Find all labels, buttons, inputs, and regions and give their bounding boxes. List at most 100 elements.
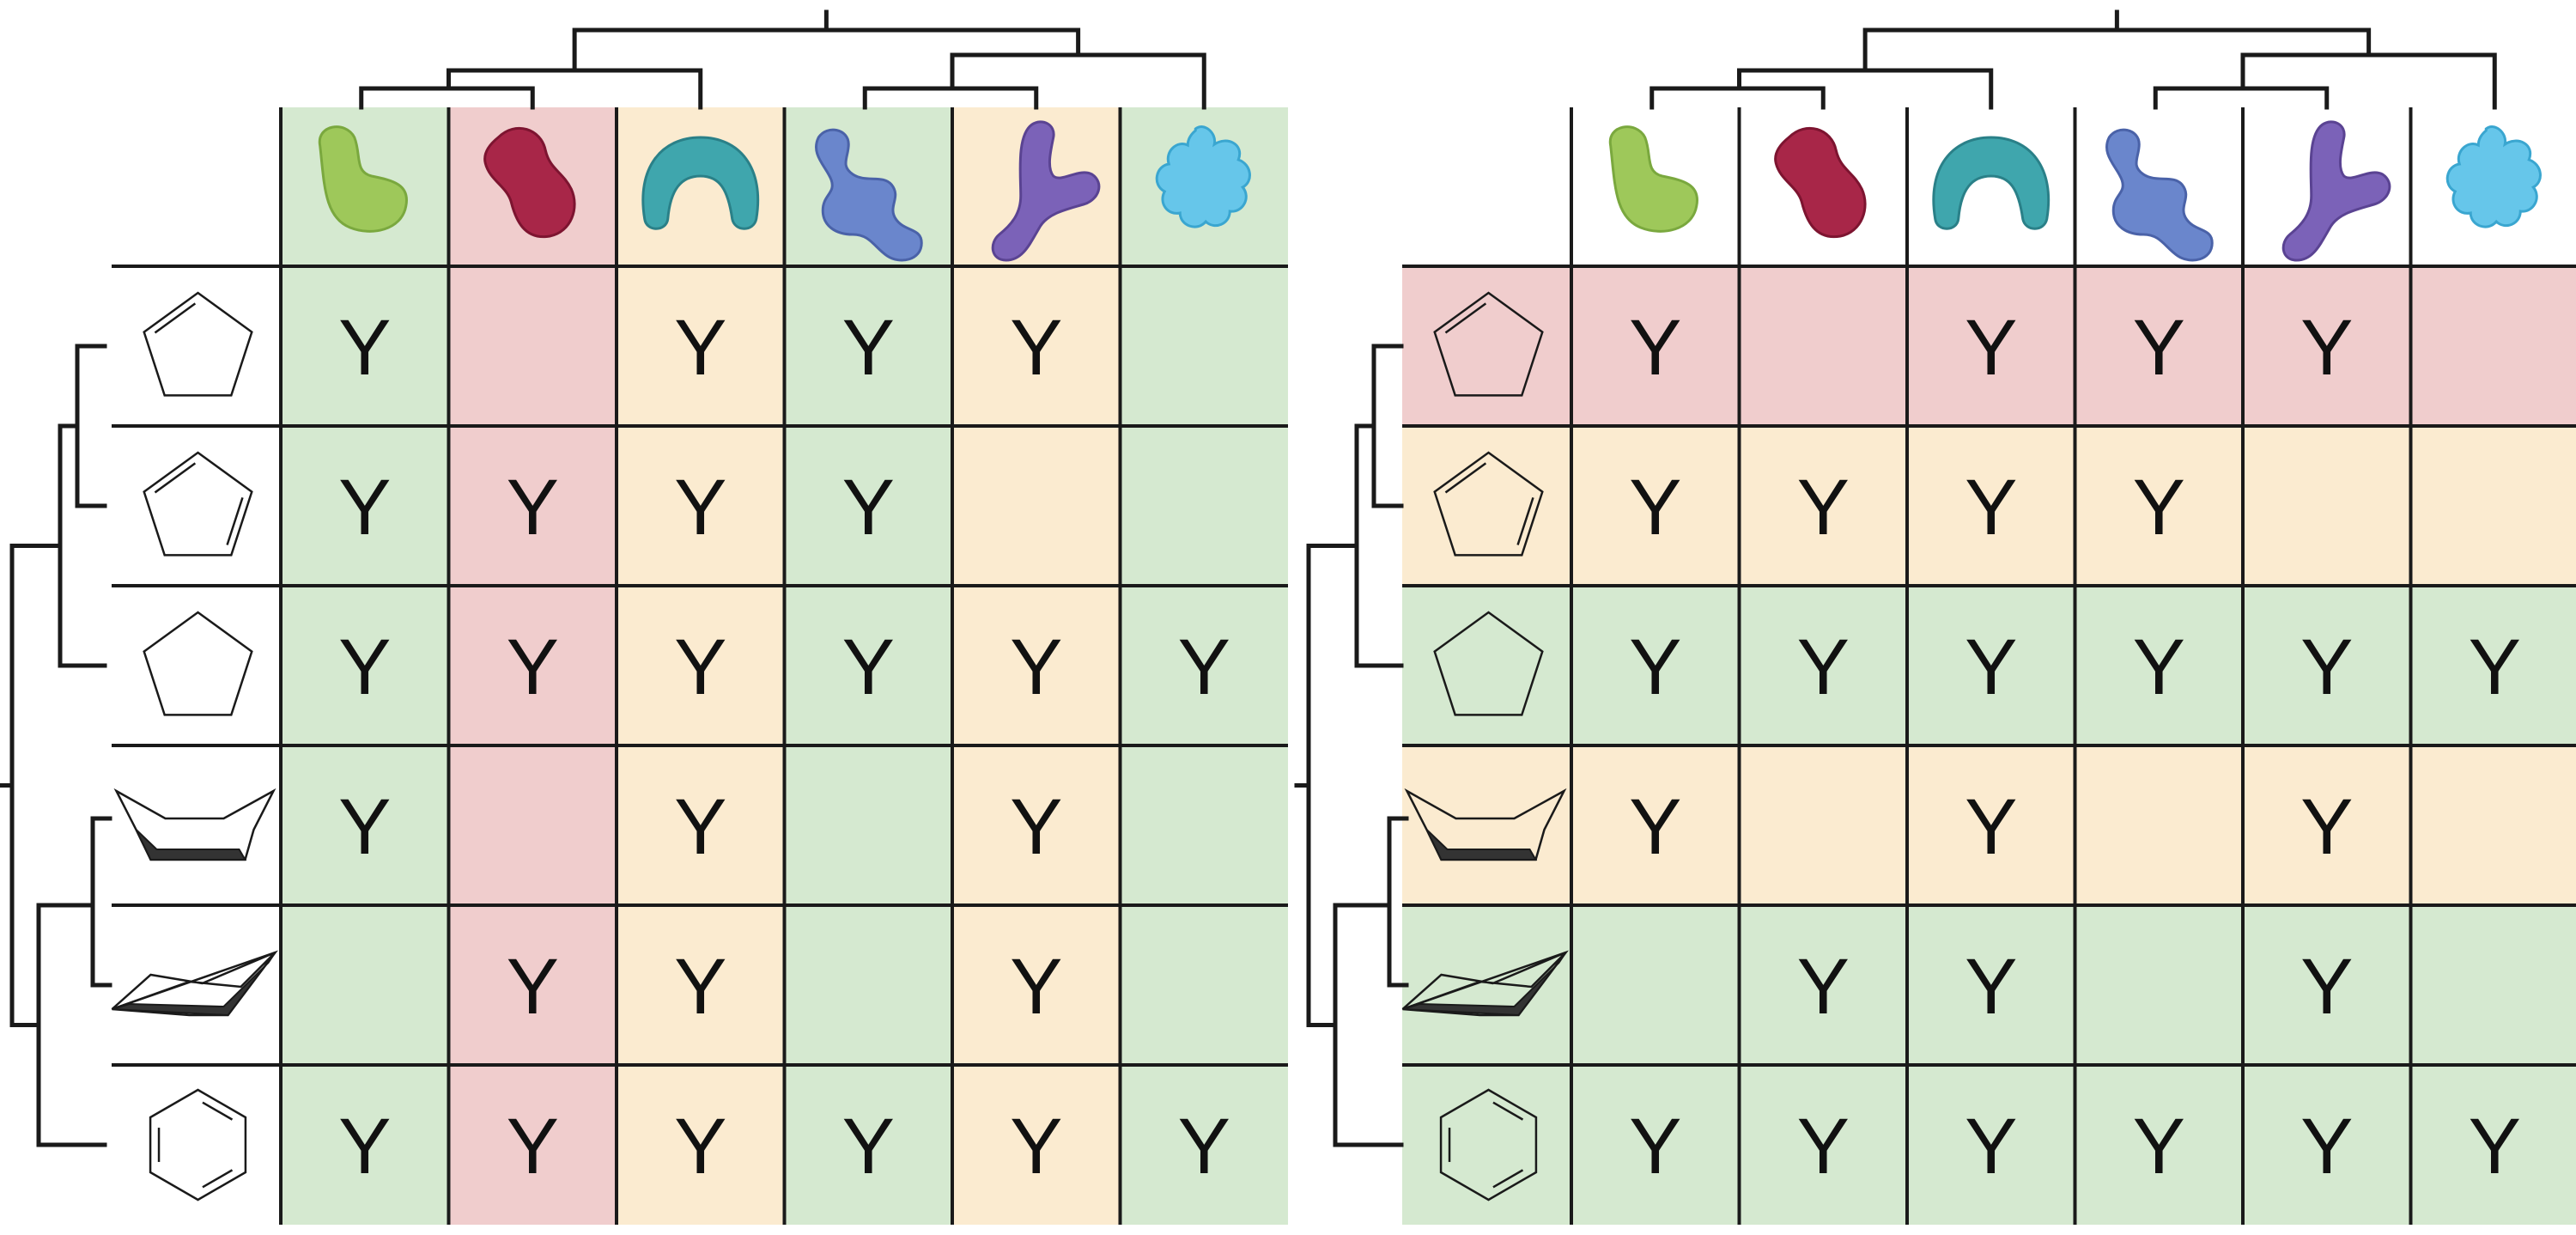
green-kidney-protein-icon (1610, 127, 1697, 232)
binding-mark: Y (338, 783, 391, 871)
binding-mark: Y (507, 464, 559, 551)
binding-mark: Y (1965, 304, 2017, 392)
blue-chain-protein-icon (2106, 130, 2212, 260)
binding-mark: Y (842, 464, 895, 551)
binding-mark: Y (338, 1103, 391, 1190)
dendro-branch (361, 88, 533, 107)
right-panel: Y Y Y YY Y Y YY Y Y Y Y YY Y YY Y YY Y Y Y Y Y (1297, 12, 2576, 1225)
protein-blob-body (1610, 127, 1697, 232)
binding-mark: Y (338, 624, 391, 711)
binding-mark: Y (1965, 464, 2017, 551)
binding-mark: Y (2133, 624, 2185, 711)
ring-outline (144, 293, 252, 395)
binding-mark: Y (2133, 464, 2185, 551)
dendro-branch (2243, 55, 2494, 107)
left-panel: Y Y Y YY Y Y YY Y Y Y Y YY Y YY Y YY Y Y Y Y Y (0, 12, 1288, 1225)
dendro-branch (93, 818, 110, 985)
cyclohexane-chair-icon (112, 952, 276, 1015)
dendro-branch (1374, 346, 1401, 506)
binding-mark: Y (674, 464, 726, 551)
dendro-branch (2155, 88, 2327, 107)
double-bond (155, 303, 195, 332)
cyclopentadiene-icon (144, 453, 252, 555)
ring-outline (144, 612, 252, 715)
binding-mark: Y (674, 1103, 726, 1190)
binding-mark: Y (1797, 464, 1850, 551)
binding-mark: Y (1178, 624, 1230, 711)
binding-mark: Y (2133, 304, 2185, 392)
binding-mark: Y (2300, 783, 2353, 871)
protein-blob-body (2283, 122, 2390, 260)
purple-y-protein-icon (2283, 122, 2390, 260)
cyclohexane-boat-icon (117, 791, 274, 860)
binding-mark: Y (1010, 304, 1062, 392)
binding-mark: Y (674, 624, 726, 711)
binding-mark: Y (1629, 1103, 1681, 1190)
binding-mark: Y (2300, 943, 2353, 1031)
double-bond (155, 463, 195, 492)
binding-mark: Y (1010, 943, 1062, 1031)
binding-mark: Y (1010, 624, 1062, 711)
binding-mark: Y (1629, 624, 1681, 711)
binding-mark: Y (338, 464, 391, 551)
binding-mark: Y (1629, 783, 1681, 871)
binding-mark: Y (1010, 783, 1062, 871)
binding-mark: Y (2469, 624, 2521, 711)
ligand-dendrogram (0, 346, 110, 1145)
protein-blob-body (2106, 130, 2212, 260)
light-blue-leaf-protein-icon (2447, 127, 2540, 228)
dendro-branch (1865, 30, 2369, 70)
binding-mark: Y (1178, 1103, 1230, 1190)
dendro-branch (77, 346, 105, 506)
cyclopentene-icon (144, 293, 252, 395)
dendro-branch (1357, 426, 1401, 666)
binding-mark: Y (2300, 624, 2353, 711)
boat-front-edge (137, 830, 246, 860)
protein-blob-body (2447, 127, 2540, 228)
binding-mark: Y (1797, 1103, 1850, 1190)
binding-mark: Y (1965, 624, 2017, 711)
ring-outline (144, 453, 252, 555)
binding-mark: Y (1965, 1103, 2017, 1190)
binding-mark: Y (842, 304, 895, 392)
dendro-branch (60, 426, 105, 666)
binding-mark: Y (507, 624, 559, 711)
dendro-branch (865, 88, 1036, 107)
dendro-branch (1652, 88, 1824, 107)
crimson-blob-protein-icon (1776, 128, 1865, 236)
binding-mark: Y (1629, 464, 1681, 551)
binding-mark: Y (2469, 1103, 2521, 1190)
double-bond (203, 1170, 233, 1187)
binding-mark: Y (674, 304, 726, 392)
binding-mark: Y (1797, 624, 1850, 711)
binding-mark: Y (1010, 1103, 1062, 1190)
dendro-branch (1309, 546, 1357, 1025)
binding-mark: Y (842, 624, 895, 711)
teal-horseshoe-protein-icon (1934, 137, 2049, 228)
binding-mark: Y (842, 1103, 895, 1190)
binding-mark: Y (2133, 1103, 2185, 1190)
ligand-dendrogram (1297, 346, 1406, 1145)
protein-blob-body (1934, 137, 2049, 228)
binding-mark: Y (2300, 304, 2353, 392)
double-bond (203, 1103, 233, 1120)
binding-mark: Y (338, 304, 391, 392)
dendro-branch (574, 30, 1078, 70)
binding-mark: Y (1629, 304, 1681, 392)
protein-blob-body (1776, 128, 1865, 236)
binding-mark: Y (1797, 943, 1850, 1031)
double-bond (228, 497, 243, 544)
protein-dendrogram (361, 12, 1205, 107)
cyclopentane-icon (144, 612, 252, 715)
benzene-icon (150, 1090, 246, 1200)
binding-mark: Y (674, 943, 726, 1031)
dendro-branch (952, 55, 1204, 107)
binding-mark: Y (507, 943, 559, 1031)
binding-mark: Y (674, 783, 726, 871)
binding-mark: Y (2300, 1103, 2353, 1190)
ring-outline (150, 1090, 246, 1200)
dendro-branch (12, 546, 60, 1025)
binding-mark: Y (507, 1103, 559, 1190)
